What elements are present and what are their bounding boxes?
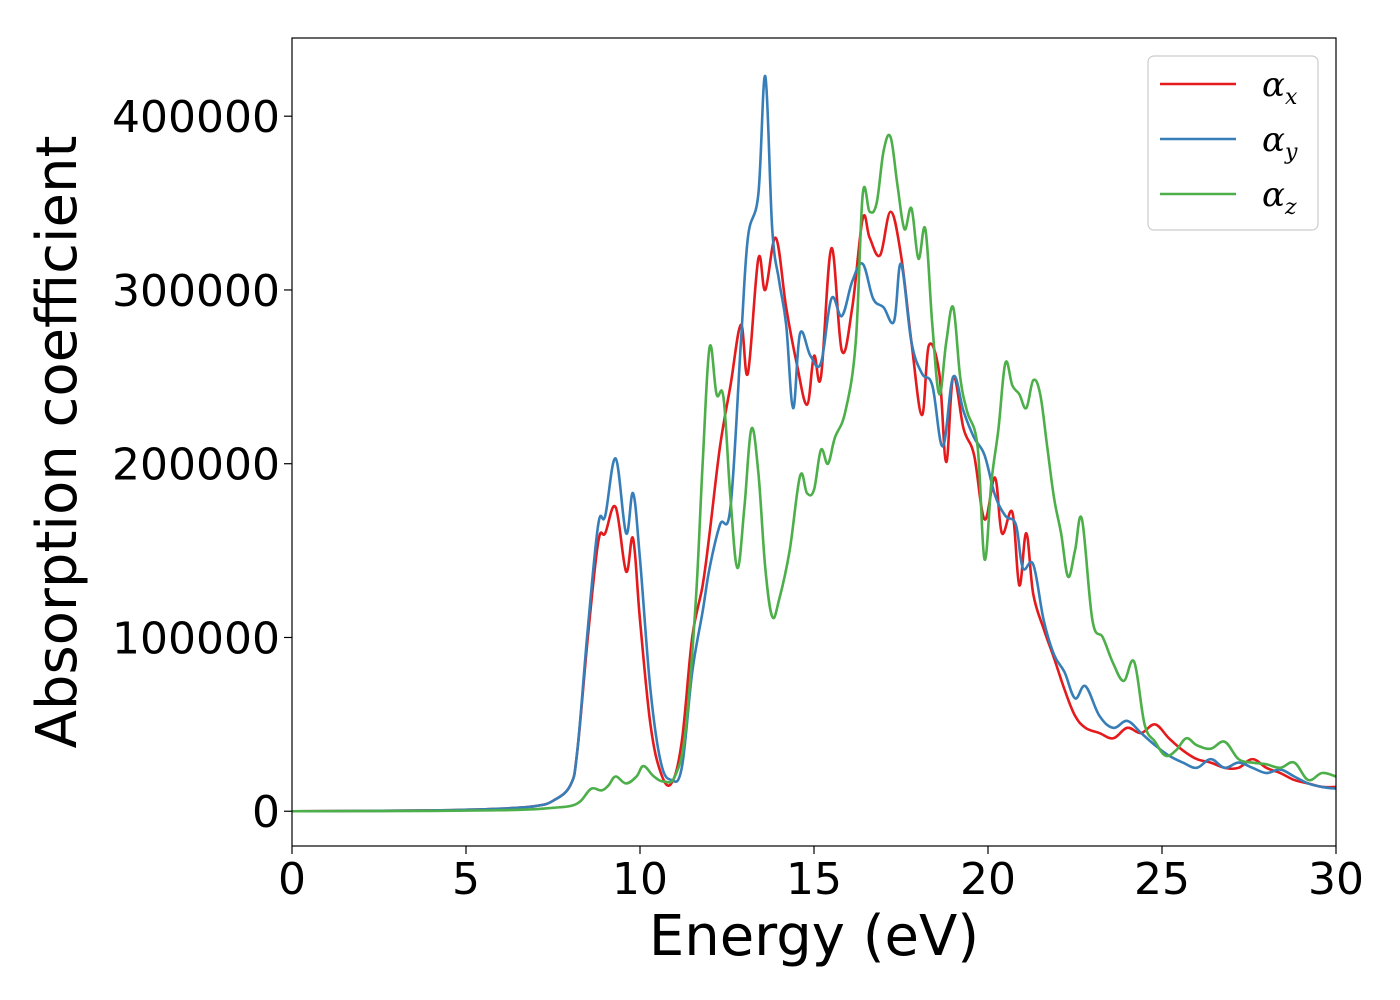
x-axis-ticks: 0 5 10 15 20 25 30	[278, 846, 1364, 905]
y-tick-label: 300000	[112, 266, 280, 317]
legend-label-z: αz	[1262, 175, 1297, 220]
legend-box	[1147, 55, 1319, 231]
legend: αx αy αz	[1147, 55, 1319, 231]
y-axis-ticks: 0 100000 200000 300000 400000	[112, 92, 292, 838]
y-tick-label: 100000	[112, 613, 280, 664]
y-tick-label: 200000	[112, 440, 280, 491]
legend-label-x: αx	[1262, 65, 1298, 110]
legend-label-y: αy	[1262, 120, 1298, 165]
x-tick-label: 10	[612, 854, 668, 905]
series-line-y	[292, 74, 1336, 813]
x-tick-label: 25	[1134, 854, 1190, 905]
x-axis-label: Energy (eV)	[649, 904, 979, 969]
plot-lines	[292, 74, 1336, 813]
x-tick-label: 15	[786, 854, 842, 905]
y-axis-label: Absorption coefficient	[25, 136, 90, 749]
x-tick-label: 5	[452, 854, 480, 905]
y-tick-label: 400000	[112, 92, 280, 143]
x-tick-label: 20	[960, 854, 1016, 905]
x-tick-label: 0	[278, 854, 306, 905]
series-line-z	[292, 133, 1336, 813]
x-tick-label: 30	[1308, 854, 1364, 905]
y-tick-label: 0	[252, 787, 280, 838]
